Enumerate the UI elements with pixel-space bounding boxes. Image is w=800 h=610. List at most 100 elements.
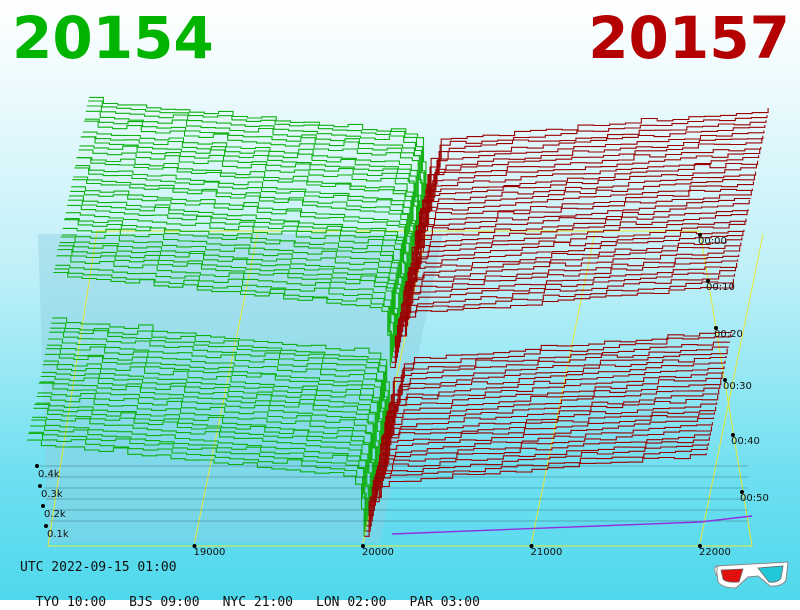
ask-depth-line (411, 181, 754, 266)
ask-depth-line (382, 366, 725, 450)
ask-depth-line (410, 188, 753, 271)
bid-depth-line (78, 149, 417, 244)
ask-depth-line (387, 341, 730, 424)
ask-depth-line (403, 221, 746, 307)
ask-depth-line (372, 412, 716, 496)
x-axis: 19000 20000 21000 22000 (192, 544, 731, 558)
ask-depth-line (364, 453, 707, 537)
bid-depth-line (58, 245, 397, 342)
z-tick-mark (698, 233, 702, 237)
ask-depth-line (409, 190, 752, 276)
y-tick-label: 0.3k (41, 489, 63, 500)
bid-depth-line (31, 419, 369, 516)
bid-depth-line (64, 218, 403, 311)
bid-depth-line (81, 136, 420, 229)
y-tick-mark (38, 484, 42, 488)
grid-line-x (699, 233, 764, 544)
ask-depth-line (416, 155, 760, 240)
bid-depth-line (34, 403, 372, 501)
y-axis: 0.1k 0.2k 0.3k 0.4k (35, 464, 69, 540)
bid-depth-line (82, 131, 421, 224)
bid-depth-line (38, 382, 377, 480)
x-tick-label: 22000 (699, 547, 731, 558)
bid-depth-line (74, 167, 412, 265)
ask-depth-line (415, 160, 759, 245)
ask-depth-line (392, 273, 736, 358)
ask-depth-line (366, 443, 709, 527)
bid-depth-line (67, 204, 405, 301)
y-tick-mark (35, 464, 39, 468)
z-tick-mark (740, 490, 744, 494)
ask-depth-line (374, 402, 718, 486)
z-axis: 00:00 00:10 00:20 00:30 00:40 00:50 (698, 233, 769, 504)
x-tick-label: 20000 (362, 547, 394, 558)
z-tick-mark (723, 378, 727, 382)
y-tick-mark (44, 524, 48, 528)
bid-depth-line (53, 271, 391, 368)
bid-depth-line (48, 338, 386, 434)
ask-depth-line (380, 373, 723, 460)
bid-depth-line (56, 255, 394, 352)
ask-depth-line (367, 436, 710, 522)
tz-par: PAR 03:00 (409, 595, 480, 610)
y-tick-label: 0.1k (47, 529, 69, 540)
bid-depth-line (28, 432, 366, 532)
bid-depth-line (62, 227, 401, 322)
bid-depth-line (49, 331, 387, 429)
ask-depth-line (368, 432, 711, 517)
z-tick-mark (714, 326, 718, 330)
ask-depth-line (408, 197, 751, 281)
bid-depth-line (54, 268, 392, 363)
bid-depth-line (84, 118, 423, 213)
ask-depth-line (395, 259, 739, 343)
bid-depth-line (30, 425, 368, 521)
bid-depth-line (83, 120, 422, 219)
z-tick-label: 00:20 (714, 329, 743, 340)
x-tick-mark (192, 544, 197, 548)
3d-glasses-icon[interactable] (712, 558, 792, 590)
z-tick-label: 00:50 (740, 493, 769, 504)
bid-depth-line (63, 219, 402, 316)
ask-depth-line (401, 232, 744, 317)
bid-price: 20154 (12, 4, 214, 72)
bid-depth-line (79, 145, 418, 239)
ask-depth-line (373, 406, 717, 491)
bid-depth-line (36, 395, 375, 490)
bid-depth-line (85, 110, 424, 208)
baseline-line (391, 515, 753, 535)
bid-depth-line (46, 348, 384, 444)
ask-depth-line (384, 356, 727, 439)
ask-depth-line (394, 262, 738, 348)
bid-depth-line (29, 431, 367, 526)
tz-lon: LON 02:00 (316, 595, 387, 610)
ask-depth-line (417, 149, 761, 235)
z-tick-label: 00:00 (698, 236, 727, 247)
ask-depth-line (405, 211, 748, 296)
z-tick-mark (731, 433, 735, 437)
ask-depth-line (365, 446, 708, 532)
ask-depth-line (379, 379, 722, 465)
bid-depth-line (60, 236, 399, 332)
bid-depth-line (69, 195, 407, 291)
bid-depth-line (40, 375, 379, 470)
timezone-row: TYO 10:00 BJS 09:00 NYC 21:00 LON 02:00 PAR … (20, 580, 503, 610)
x-tick-mark (529, 544, 534, 548)
ask-depth-line (425, 115, 768, 199)
bid-depth-line (37, 392, 376, 485)
bid-depth-line (80, 136, 419, 234)
ask-price: 20157 (588, 4, 790, 72)
chart-baseline-lines (40, 465, 753, 535)
ask-depth-line (422, 130, 765, 214)
bid-depth-line (77, 157, 415, 249)
bid-depth-line (39, 381, 378, 475)
y-tick-label: 0.2k (44, 509, 66, 520)
bid-depth-line (52, 317, 390, 413)
ask-depth-line (398, 246, 741, 332)
bid-depth-line (43, 360, 382, 454)
bid-depth-line (88, 100, 426, 198)
ask-depth-line (391, 278, 734, 363)
bid-depth-line (89, 96, 427, 193)
ask-depth-line (377, 389, 720, 475)
bid-depth-line (68, 199, 406, 296)
